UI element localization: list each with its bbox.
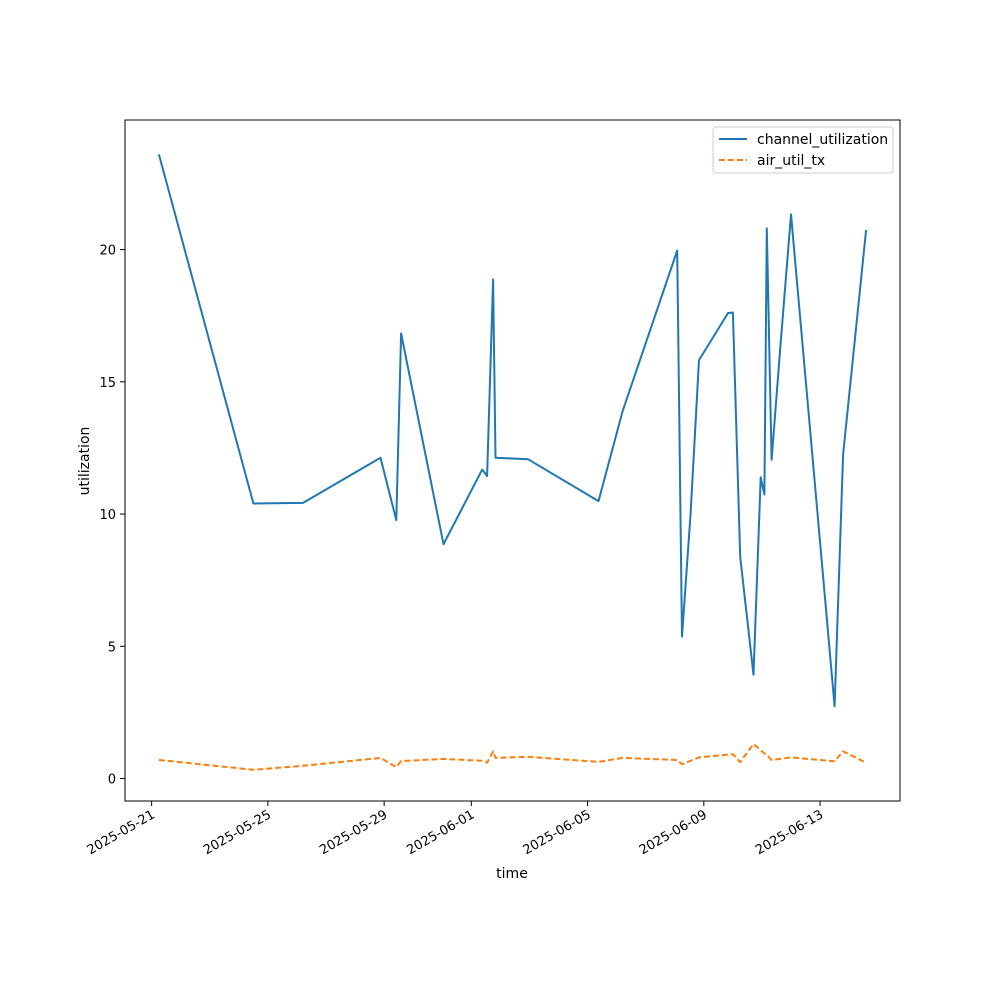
- y-axis-label: utilization: [77, 427, 93, 496]
- y-tick-label: 0: [108, 773, 116, 788]
- y-tick-label: 15: [99, 376, 116, 391]
- series-line-air-util-tx: [158, 743, 867, 771]
- legend: channel_utilization air_util_tx: [712, 126, 894, 174]
- series-line-channel-utilization: [157, 154, 868, 708]
- legend-label-air-util-tx: air_util_tx: [757, 153, 825, 169]
- y-axis-ticks: 0 5 10 15 20: [99, 244, 125, 788]
- y-tick-label: 20: [99, 244, 116, 259]
- series-layer: [157, 154, 868, 771]
- y-tick-label: 5: [108, 640, 116, 655]
- legend-label-channel-utilization: channel_utilization: [757, 132, 888, 148]
- y-tick-label: 10: [99, 508, 116, 523]
- plot-area-frame: [124, 119, 901, 802]
- x-axis-label: time: [496, 866, 528, 882]
- legend-box: [712, 126, 894, 174]
